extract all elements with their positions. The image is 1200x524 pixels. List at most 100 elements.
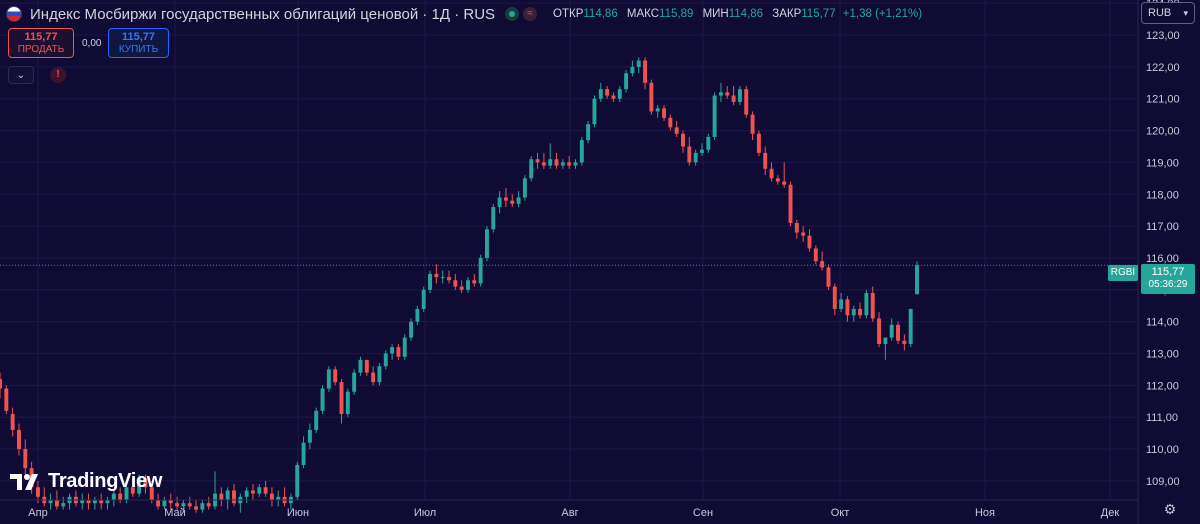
candle xyxy=(801,226,806,243)
candle xyxy=(617,85,622,102)
candle-body xyxy=(149,487,154,500)
candle xyxy=(421,286,426,313)
candle-body xyxy=(649,82,654,112)
candle-body xyxy=(851,308,856,316)
candle-body xyxy=(712,95,717,137)
candles xyxy=(0,57,919,513)
candle xyxy=(339,378,344,424)
candle xyxy=(434,264,439,284)
gear-icon[interactable]: ⚙ xyxy=(1163,501,1177,517)
candle xyxy=(624,70,629,93)
chart-header: Индекс Мосбиржи государственных облигаци… xyxy=(6,5,922,23)
candle-body xyxy=(402,337,407,357)
candle-body xyxy=(383,353,388,367)
candle xyxy=(605,85,610,99)
candle-body xyxy=(453,280,458,287)
candle-body xyxy=(358,359,363,373)
sell-button[interactable]: 115,77 ПРОДАТЬ xyxy=(8,28,74,58)
candle-body xyxy=(364,359,369,373)
price-tick-label: 110,00 xyxy=(1146,444,1179,456)
candle-body xyxy=(17,429,21,450)
candle xyxy=(889,318,894,341)
candle xyxy=(902,334,907,351)
candle-body xyxy=(118,493,123,500)
time-axis[interactable]: Апр Май Июн Июл Авг Сен Окт Ноя Дек xyxy=(0,499,1138,519)
candle-body xyxy=(902,340,907,344)
candle xyxy=(826,264,831,290)
candle xyxy=(345,388,350,418)
candle xyxy=(744,85,749,118)
candle xyxy=(181,500,186,513)
tradingview-logo[interactable]: TradingView xyxy=(10,470,162,493)
candle xyxy=(737,85,742,106)
candle xyxy=(276,490,281,507)
candle xyxy=(320,385,325,415)
candle-body xyxy=(510,200,515,204)
price-tick-label: 122,00 xyxy=(1146,62,1180,74)
candle xyxy=(225,487,230,510)
candle-body xyxy=(737,89,742,102)
candle-body xyxy=(605,89,610,96)
candle xyxy=(459,280,464,293)
collapse-button[interactable]: ⌄ xyxy=(8,66,34,84)
candle xyxy=(35,480,40,504)
candle xyxy=(99,493,104,510)
candle-body xyxy=(731,95,736,102)
candle xyxy=(643,57,648,90)
candle-body xyxy=(124,487,129,500)
tradingview-logo-icon xyxy=(10,472,44,492)
candle-body xyxy=(820,261,825,268)
alert-icon[interactable]: ! xyxy=(50,67,66,83)
candle-body xyxy=(111,493,116,500)
candle-body xyxy=(611,95,616,99)
buy-button[interactable]: 115,77 КУПИТЬ xyxy=(108,28,169,58)
candle xyxy=(662,105,666,122)
candle xyxy=(718,82,723,102)
candle xyxy=(440,270,445,284)
candle xyxy=(636,57,641,74)
candle-body xyxy=(877,318,882,344)
low-value: 114,86 xyxy=(728,8,764,20)
candle xyxy=(756,130,761,157)
candle xyxy=(484,226,489,262)
candle-body xyxy=(478,257,483,284)
candle-body xyxy=(447,277,451,281)
candle-body xyxy=(390,347,395,354)
candle-body xyxy=(529,159,534,179)
candle-body xyxy=(276,496,281,500)
candle-body xyxy=(339,382,344,415)
open-value: 114,86 xyxy=(583,8,618,20)
candle xyxy=(447,270,451,284)
candle xyxy=(858,302,863,319)
price-tick-label: 116,00 xyxy=(1146,253,1179,265)
candle xyxy=(611,92,616,102)
candle-body xyxy=(497,197,502,208)
candle xyxy=(453,273,458,290)
price-axis[interactable]: 109,00110,00111,00112,00113,00114,00115,… xyxy=(1137,0,1180,524)
candle-body xyxy=(4,388,9,411)
candle-body xyxy=(858,308,863,316)
candle-body xyxy=(718,92,723,96)
currency-selector[interactable]: RUB ▾ xyxy=(1141,2,1195,24)
candle-body xyxy=(459,286,464,290)
time-tick-label: Дек xyxy=(1101,507,1120,519)
candle-body xyxy=(434,273,439,278)
candle xyxy=(4,385,9,415)
market-status-icon[interactable] xyxy=(505,7,520,21)
candle-body xyxy=(554,159,559,166)
candle xyxy=(269,487,274,507)
symbol-title[interactable]: Индекс Мосбиржи государственных облигаци… xyxy=(30,5,496,23)
candle-body xyxy=(206,503,211,507)
candle xyxy=(61,496,66,510)
candle xyxy=(516,191,521,208)
candle-body xyxy=(428,273,433,290)
candle xyxy=(143,474,148,494)
sell-price: 115,77 xyxy=(24,31,58,43)
candle-body xyxy=(54,500,59,507)
wave-icon[interactable]: ≈ xyxy=(523,7,538,21)
candle-body xyxy=(744,89,749,115)
candle-body xyxy=(130,487,135,494)
candle-body xyxy=(35,487,40,497)
